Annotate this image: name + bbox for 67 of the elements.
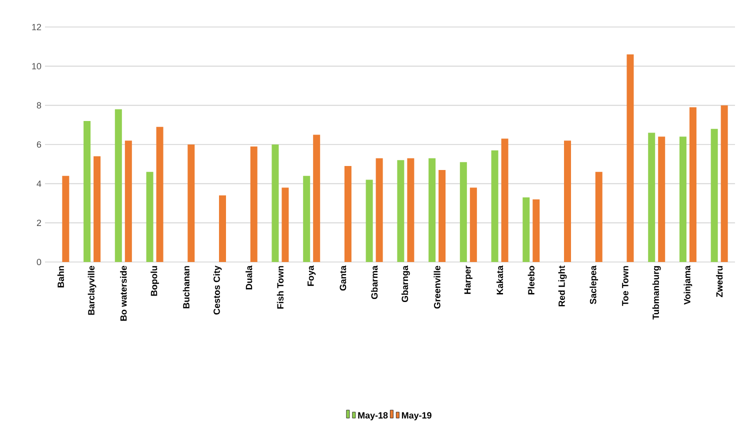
bar xyxy=(438,170,446,262)
x-tick-label: Gbarma xyxy=(371,265,378,300)
x-tick-label: Gbarnga xyxy=(401,265,410,302)
x-tick-label: Voinjama xyxy=(684,265,692,305)
bar xyxy=(124,140,132,262)
bar xyxy=(376,158,383,262)
bar xyxy=(62,176,70,262)
x-tick-label: Red Light xyxy=(558,266,567,306)
y-tick-label: 10 xyxy=(32,62,42,70)
bar xyxy=(303,176,310,262)
bar xyxy=(219,195,226,262)
y-tick-label: 12 xyxy=(32,24,42,30)
x-tick-label: Fish Town xyxy=(276,266,284,309)
x-tick-label: Pleebo xyxy=(528,266,534,294)
bar xyxy=(689,107,696,262)
bar xyxy=(114,109,122,262)
x-tick-label: Zwedru xyxy=(716,266,723,298)
x-tick-label: Tubmanburg xyxy=(652,266,661,320)
bar xyxy=(648,132,656,262)
bar xyxy=(407,158,414,262)
bar xyxy=(344,166,352,262)
bar xyxy=(595,172,602,262)
bar xyxy=(564,140,572,262)
bar xyxy=(188,144,195,262)
x-tick-label: Harper xyxy=(464,266,472,294)
bar xyxy=(522,197,530,262)
bar xyxy=(491,150,498,262)
x-tick-label: Saclepea xyxy=(590,265,598,304)
y-tick-label: 6 xyxy=(36,141,42,148)
bar xyxy=(720,105,728,262)
x-tick-label: Cestos City xyxy=(213,266,222,314)
bar xyxy=(460,162,467,262)
bar xyxy=(282,188,289,262)
x-tick-label: Bopolu xyxy=(150,266,159,296)
bar xyxy=(146,172,154,262)
x-tick-label: Toe Town xyxy=(622,266,628,306)
bar xyxy=(428,158,436,262)
bar xyxy=(626,54,634,262)
bar xyxy=(501,138,508,262)
bar xyxy=(84,121,91,262)
x-tick-label: Bo waterside xyxy=(120,266,127,321)
bar xyxy=(94,156,101,262)
x-tick-label: Foya xyxy=(308,265,316,286)
legend-label: May-19 xyxy=(402,412,432,420)
x-tick-label: Bahn xyxy=(57,266,64,288)
x-tick-label: Ganta xyxy=(340,265,346,291)
bar xyxy=(366,180,373,262)
legend-label: May-18 xyxy=(358,412,388,420)
bar xyxy=(658,136,666,262)
bar xyxy=(710,128,718,262)
bar xyxy=(532,199,540,262)
bar xyxy=(679,136,686,262)
bar xyxy=(156,126,164,262)
bar xyxy=(470,188,477,262)
x-tick-label: Duala xyxy=(246,265,252,290)
x-tick-label: Barclayville xyxy=(88,266,96,315)
y-tick-label: 8 xyxy=(36,102,42,109)
x-tick-label: Greenville xyxy=(434,266,440,309)
bar xyxy=(313,134,320,262)
bar xyxy=(397,160,404,262)
x-tick-label: Kakata xyxy=(496,265,504,294)
y-tick-label: 0 xyxy=(36,258,42,266)
x-tick-label: Buchanan xyxy=(182,266,190,308)
y-tick-label: 2 xyxy=(36,220,42,226)
bar xyxy=(250,146,258,262)
y-tick-label: 4 xyxy=(36,180,42,187)
bar xyxy=(272,144,279,262)
